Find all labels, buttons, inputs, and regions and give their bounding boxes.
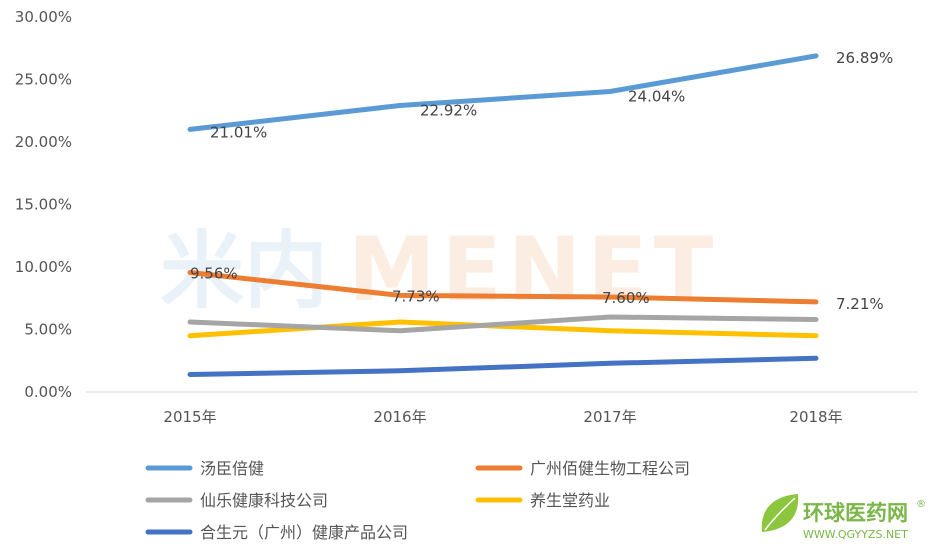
legend-item: 仙乐健康科技公司 xyxy=(145,491,328,510)
series-line xyxy=(187,314,819,334)
y-tick-label: 20.00% xyxy=(15,133,72,151)
logo-name: 环球医药网 xyxy=(803,501,908,525)
y-tick-label: 5.00% xyxy=(24,321,72,339)
watermark: 米内 MENET xyxy=(160,218,719,321)
legend-label: 仙乐健康科技公司 xyxy=(200,491,328,510)
x-axis: 2015年 2016年 2017年 2018年 xyxy=(163,408,842,426)
legend-item: 合生元（广州）健康产品公司 xyxy=(145,523,408,542)
y-tick-label: 25.00% xyxy=(15,71,72,89)
legend-item: 广州佰健生物工程公司 xyxy=(475,459,690,478)
data-label: 7.73% xyxy=(392,287,440,305)
logo-registered: ® xyxy=(916,499,926,510)
data-label: 21.01% xyxy=(210,123,267,141)
series-line xyxy=(187,53,819,132)
y-axis: 0.00% 5.00% 10.00% 15.00% 20.00% 25.00% 30.00% xyxy=(15,8,72,401)
site-logo: 环球医药网 ® WWW.QGYYZS.NET xyxy=(761,494,926,541)
legend-label: 合生元（广州）健康产品公司 xyxy=(200,523,408,542)
series-line xyxy=(187,355,819,377)
data-label: 26.89% xyxy=(836,49,893,67)
watermark-en: MENET xyxy=(348,218,719,321)
y-tick-label: 10.00% xyxy=(15,258,72,276)
series-lines xyxy=(187,53,819,377)
data-label: 7.60% xyxy=(602,289,650,307)
y-tick-label: 0.00% xyxy=(24,383,72,401)
legend-item: 养生堂药业 xyxy=(475,491,610,510)
legend-item: 汤臣倍健 xyxy=(145,459,264,478)
y-tick-label: 30.00% xyxy=(15,8,72,26)
data-label: 7.21% xyxy=(836,295,884,313)
legend-label: 汤臣倍健 xyxy=(200,459,264,478)
data-label: 9.56% xyxy=(190,265,238,283)
legend-label: 广州佰健生物工程公司 xyxy=(530,459,690,478)
x-tick-label: 2016年 xyxy=(373,408,426,426)
y-tick-label: 15.00% xyxy=(15,196,72,214)
data-labels: 21.01% 22.92% 24.04% 26.89% 9.56% 7.73% 7.60% 7… xyxy=(190,49,893,313)
x-tick-label: 2018年 xyxy=(789,408,842,426)
series-line xyxy=(187,270,819,305)
x-tick-label: 2017年 xyxy=(583,408,636,426)
logo-url: WWW.QGYYZS.NET xyxy=(803,528,908,541)
x-tick-label: 2015年 xyxy=(163,408,216,426)
data-label: 24.04% xyxy=(628,88,685,106)
watermark-cn: 米内 xyxy=(160,222,328,320)
legend-label: 养生堂药业 xyxy=(530,491,610,510)
data-label: 22.92% xyxy=(420,102,477,120)
leaf-icon xyxy=(761,494,799,532)
